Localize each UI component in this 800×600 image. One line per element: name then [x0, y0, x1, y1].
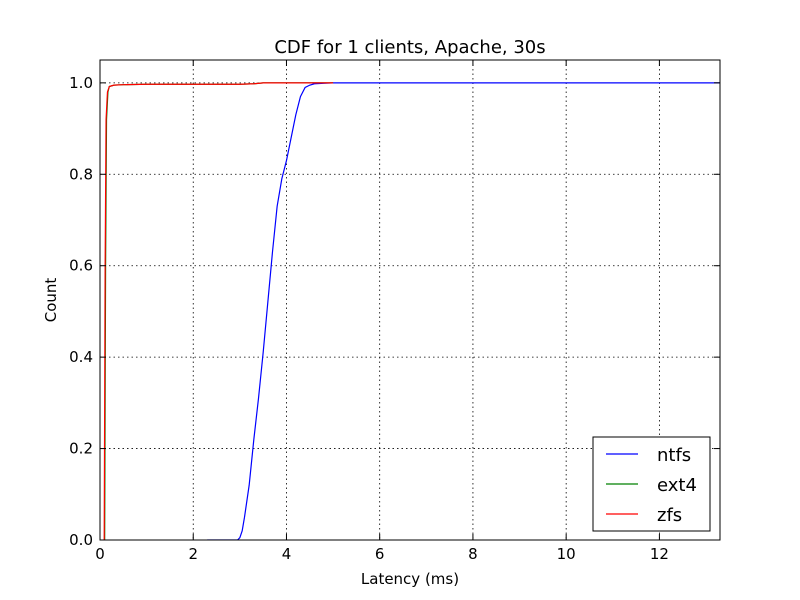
y-tick-label: 0.8: [69, 165, 93, 183]
x-tick-label: 6: [375, 545, 385, 563]
legend-label-ext4: ext4: [657, 475, 697, 496]
x-axis-label: Latency (ms): [361, 570, 459, 588]
y-tick-label: 0.4: [69, 348, 93, 366]
chart-title: CDF for 1 clients, Apache, 30s: [274, 37, 545, 58]
y-tick-label: 1.0: [69, 74, 93, 92]
x-tick-label: 2: [188, 545, 198, 563]
legend-label-zfs: zfs: [657, 505, 682, 526]
y-tick-label: 0.0: [69, 531, 93, 549]
y-axis-label: Count: [42, 278, 60, 323]
series-line-ntfs: [207, 82, 720, 540]
series-line-zfs: [103, 82, 334, 540]
series-line-ext4: [104, 82, 334, 540]
x-tick-label: 4: [282, 545, 292, 563]
x-tick-label: 10: [557, 545, 576, 563]
y-tick-label: 0.6: [69, 257, 93, 275]
legend-label-ntfs: ntfs: [657, 445, 691, 466]
axis-ticks: 0 2 4 6 8 10 12 0.0 0.2 0.4 0.6 0.8 1.0: [69, 60, 720, 563]
x-tick-label: 12: [650, 545, 669, 563]
plot-frame: [99, 59, 721, 541]
x-tick-label: 0: [95, 545, 105, 563]
x-tick-label: 8: [468, 545, 478, 563]
series-lines: [103, 82, 720, 540]
legend: ntfs ext4 zfs: [592, 436, 711, 532]
y-tick-label: 0.2: [69, 440, 93, 458]
